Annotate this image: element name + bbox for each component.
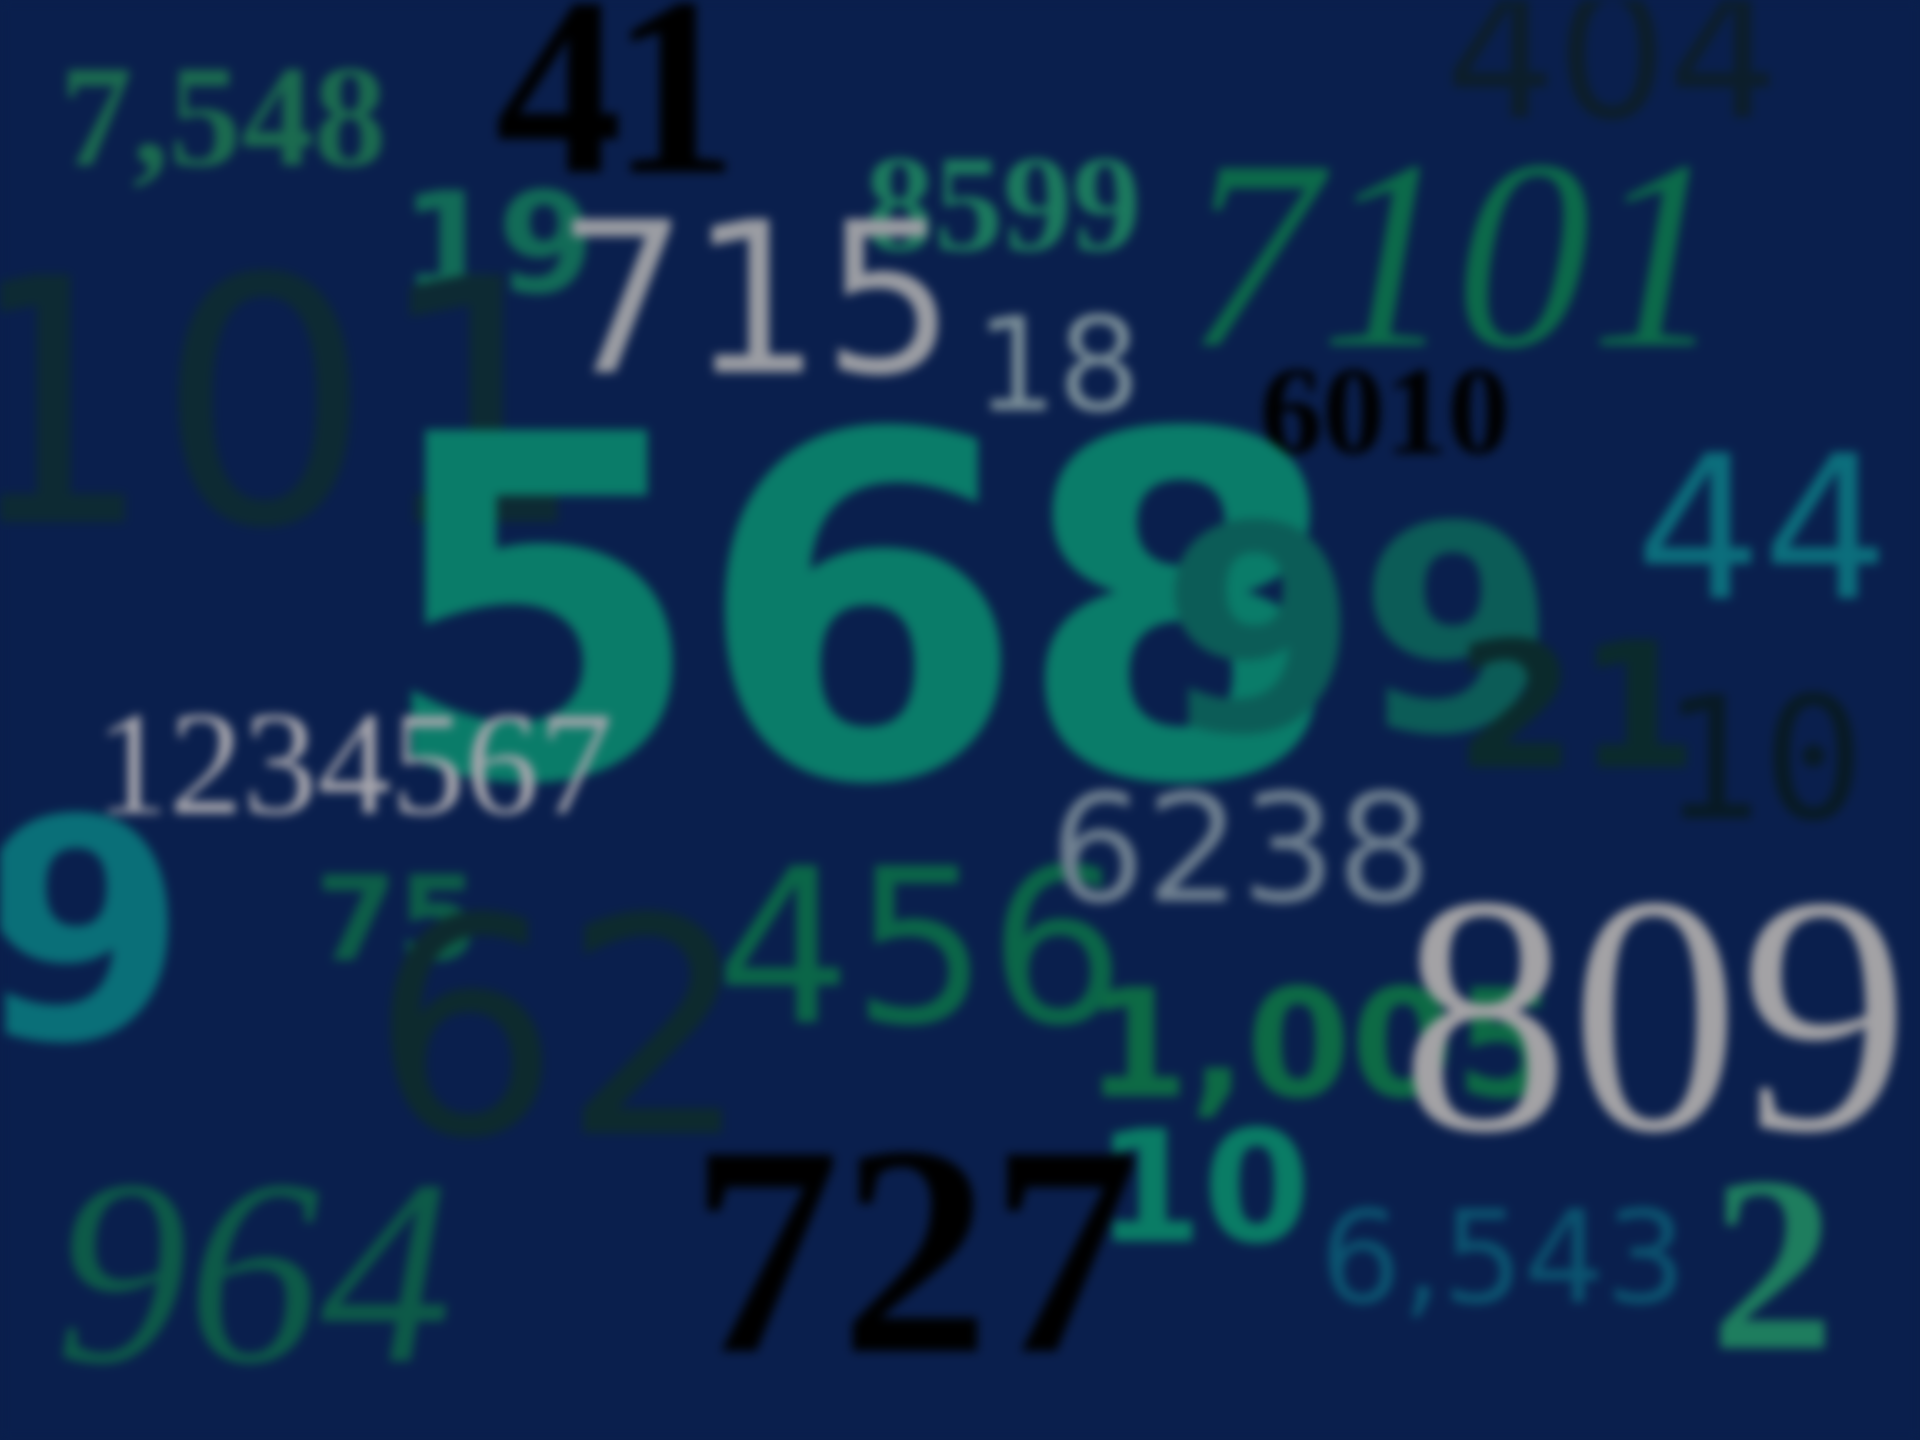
number-6010: 6010: [1260, 343, 1510, 481]
number-964: 964: [55, 1126, 453, 1419]
number-18: 18: [975, 289, 1141, 441]
number-6543: 6,543: [1320, 1184, 1687, 1333]
number-1234567: 1234567: [95, 682, 613, 846]
number-10-mono: 10: [1660, 661, 1865, 859]
number-44: 44: [1635, 413, 1890, 646]
number-2: 2: [1710, 1126, 1835, 1403]
number-62: 62: [370, 855, 752, 1204]
number-21: 21: [1455, 606, 1699, 809]
number-9: 9: [0, 755, 188, 1110]
number-715: 715: [555, 177, 956, 422]
number-10-bold: 10: [1095, 1097, 1311, 1278]
number-99: 99: [1160, 466, 1557, 798]
number-41: 41: [495, 0, 738, 228]
number-568: 568: [375, 336, 1347, 889]
number-6238: 6238: [1050, 763, 1432, 937]
number-8599: 8599: [865, 127, 1141, 280]
number-19: 19: [400, 163, 595, 326]
number-727: 727: [690, 1084, 1140, 1416]
number-1005: 1,005: [1085, 958, 1560, 1132]
number-101: 101: [0, 207, 589, 603]
number-404: 404: [1445, 0, 1780, 159]
number-7101: 7101: [1185, 105, 1725, 404]
number-809: 809: [1400, 826, 1910, 1203]
number-7548: 7,548: [60, 37, 387, 197]
number-75: 75: [315, 850, 480, 988]
number-456: 456: [715, 822, 1126, 1073]
